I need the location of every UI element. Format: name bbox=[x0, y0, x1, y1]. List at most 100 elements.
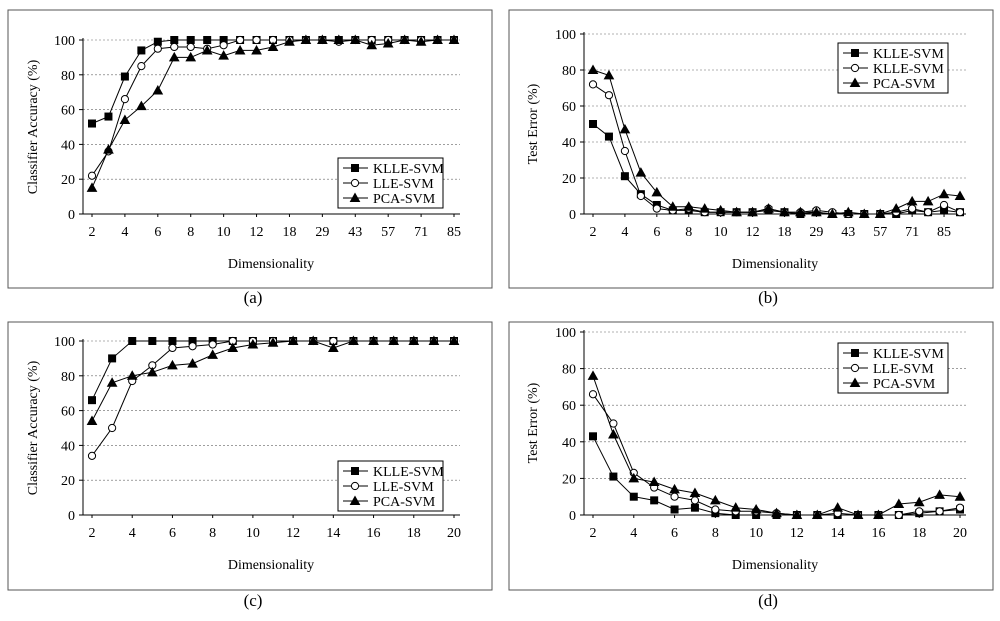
y-tick-label: 0 bbox=[68, 509, 75, 524]
data-point bbox=[219, 41, 228, 50]
y-tick-label: 20 bbox=[562, 172, 576, 187]
x-tick-label: 10 bbox=[714, 225, 728, 240]
data-point bbox=[683, 201, 695, 211]
data-point bbox=[168, 337, 177, 345]
data-point bbox=[730, 502, 742, 512]
x-tick-label: 12 bbox=[250, 225, 264, 240]
data-point bbox=[86, 182, 98, 192]
series-triangle bbox=[587, 370, 966, 519]
x-tick-label: 14 bbox=[831, 526, 845, 541]
legend-label: KLLE-SVM bbox=[873, 62, 944, 77]
legend-marker bbox=[350, 481, 360, 491]
data-point bbox=[126, 370, 138, 380]
data-point bbox=[750, 503, 762, 514]
data-point bbox=[317, 34, 328, 44]
y-tick-label: 80 bbox=[562, 363, 576, 378]
data-point bbox=[635, 167, 647, 177]
series-line bbox=[592, 69, 961, 215]
x-tick-label: 16 bbox=[367, 526, 381, 541]
data-point bbox=[136, 100, 147, 111]
y-tick-label: 0 bbox=[569, 208, 576, 223]
data-point bbox=[349, 34, 361, 44]
data-point bbox=[284, 36, 295, 46]
y-tick-label: 20 bbox=[61, 474, 75, 489]
data-point bbox=[689, 487, 701, 498]
x-tick-label: 71 bbox=[905, 225, 919, 240]
y-tick-label: 100 bbox=[54, 335, 75, 350]
x-tick-label: 57 bbox=[873, 225, 887, 240]
data-point bbox=[795, 206, 806, 217]
data-point bbox=[119, 114, 131, 125]
legend-label: KLLE-SVM bbox=[373, 465, 444, 480]
chart-panel-d: 0 20 40 60 80 100 2 4 6 8 10 12 14 16 18 20 Test Error (… bbox=[508, 321, 994, 610]
x-tick-label: 2 bbox=[590, 526, 597, 541]
x-tick-label: 71 bbox=[414, 225, 428, 240]
data-point bbox=[170, 42, 179, 52]
data-point bbox=[731, 206, 742, 217]
data-point bbox=[667, 201, 679, 211]
x-tick-label: 29 bbox=[809, 225, 823, 240]
x-axis-title: Dimensionality bbox=[732, 257, 818, 272]
data-point bbox=[670, 492, 679, 501]
y-tick-label: 40 bbox=[562, 436, 576, 451]
y-tick-label: 40 bbox=[562, 136, 576, 151]
data-point bbox=[620, 146, 630, 156]
y-axis-title: Classifier Accuracy (%) bbox=[26, 360, 41, 495]
data-point bbox=[608, 428, 619, 439]
x-tick-label: 6 bbox=[671, 526, 678, 541]
x-tick-label: 10 bbox=[749, 526, 763, 541]
data-point bbox=[620, 172, 629, 181]
x-tick-label: 6 bbox=[154, 225, 161, 240]
x-axis-title: Dimensionality bbox=[732, 558, 818, 573]
x-tick-label: 2 bbox=[89, 225, 96, 240]
data-point bbox=[247, 338, 259, 349]
data-point bbox=[670, 505, 679, 514]
data-point bbox=[908, 204, 917, 213]
x-tick-label: 20 bbox=[953, 526, 967, 541]
data-point bbox=[87, 451, 97, 460]
data-point bbox=[955, 503, 965, 512]
data-point bbox=[604, 132, 613, 141]
data-point bbox=[915, 507, 924, 516]
legend-label: PCA-SVM bbox=[373, 495, 436, 510]
y-tick-label: 60 bbox=[61, 405, 75, 420]
y-tick-label: 60 bbox=[562, 399, 576, 414]
data-point bbox=[348, 335, 359, 345]
legend-marker bbox=[349, 192, 361, 202]
data-point bbox=[218, 50, 229, 60]
y-tick-label: 40 bbox=[61, 439, 75, 454]
data-point bbox=[711, 505, 720, 514]
series-triangle bbox=[587, 64, 966, 218]
data-point bbox=[669, 483, 680, 494]
data-point bbox=[811, 509, 823, 519]
data-point bbox=[913, 496, 925, 507]
data-point bbox=[699, 203, 711, 213]
y-tick-label: 20 bbox=[61, 173, 75, 188]
data-point bbox=[368, 335, 379, 345]
x-tick-label: 18 bbox=[912, 526, 926, 541]
data-point bbox=[120, 72, 129, 81]
chart-panel-a: 0 20 40 60 80 100 2 4 6 8 10 12 18 29 43 57 71 85 Classifi… bbox=[7, 9, 493, 307]
data-point bbox=[167, 359, 178, 370]
y-tick-label: 100 bbox=[555, 326, 576, 341]
data-point bbox=[923, 208, 933, 217]
data-point bbox=[587, 64, 599, 74]
data-point bbox=[207, 349, 219, 359]
data-point bbox=[448, 34, 460, 44]
data-point bbox=[227, 342, 239, 352]
y-tick-label: 80 bbox=[61, 69, 75, 84]
x-tick-label: 4 bbox=[621, 225, 628, 240]
y-tick-label: 0 bbox=[68, 208, 75, 223]
data-point bbox=[619, 123, 631, 134]
legend-marker bbox=[850, 363, 860, 373]
data-point bbox=[251, 44, 262, 55]
legend-label: PCA-SVM bbox=[873, 77, 936, 92]
data-point bbox=[852, 509, 864, 519]
data-point bbox=[922, 195, 934, 206]
data-point bbox=[148, 337, 157, 345]
data-point bbox=[252, 35, 261, 45]
data-point bbox=[235, 35, 245, 45]
panel-caption: (a) bbox=[244, 288, 263, 307]
data-point bbox=[152, 84, 164, 95]
